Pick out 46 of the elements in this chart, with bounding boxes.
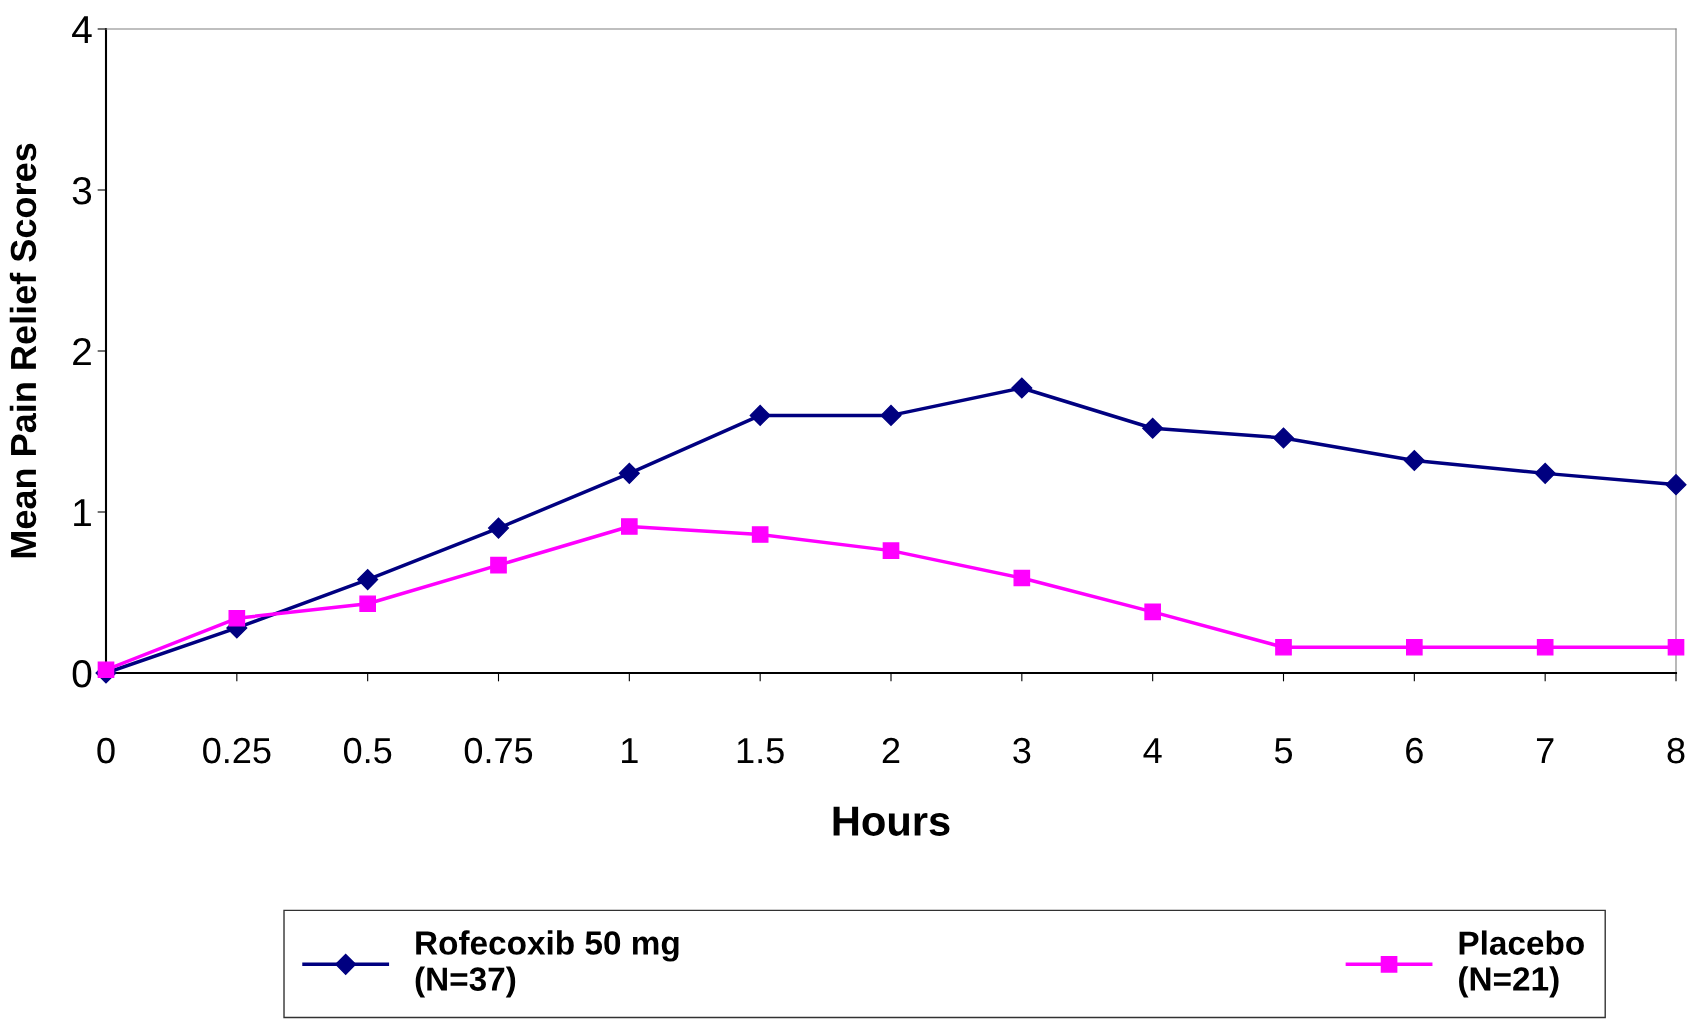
x-tick-label: 1.5	[737, 738, 784, 764]
legend-label: Rofecoxib 50 mg (N=37)	[415, 930, 679, 998]
point	[97, 661, 115, 679]
point	[359, 595, 377, 613]
x-tick-label: 0.75	[464, 737, 533, 764]
x-tick-label: 7	[1536, 738, 1554, 764]
point	[751, 526, 769, 543]
x-tick-label: 5	[1274, 738, 1293, 764]
point	[487, 517, 510, 539]
x-tick-label: 0.5	[343, 737, 392, 764]
point	[1665, 474, 1687, 496]
point	[620, 518, 638, 535]
point	[357, 569, 379, 591]
x-tick-label: 6	[1406, 737, 1423, 764]
point	[1667, 638, 1685, 656]
point	[1534, 462, 1556, 484]
x-tick-label: 1	[622, 738, 638, 764]
point	[1142, 417, 1164, 439]
y-tick-label: 4	[72, 16, 92, 44]
point	[1013, 569, 1031, 587]
point	[1011, 377, 1033, 399]
point	[1405, 638, 1423, 656]
x-tick-label: 4	[1143, 738, 1162, 764]
point	[1272, 427, 1295, 449]
y-axis-title: Mean Pain Relief Scores	[9, 143, 37, 558]
point	[490, 556, 507, 574]
y-tick-label: 2	[73, 337, 91, 366]
y-tick-label: 0	[72, 659, 92, 688]
point	[618, 462, 640, 484]
x-tick-label: 0	[97, 737, 115, 764]
point	[228, 609, 246, 627]
point	[749, 404, 771, 426]
x-tick-label: 3	[1013, 737, 1031, 764]
point	[1144, 603, 1162, 621]
point	[1536, 638, 1554, 656]
point	[1403, 449, 1425, 471]
legend-label: Placebo (N=21)	[1459, 930, 1584, 998]
y-tick-label: 3	[72, 176, 92, 205]
x-axis-title: Hours	[833, 806, 950, 836]
point	[1275, 638, 1292, 656]
x-tick-label: 2	[882, 737, 900, 764]
point	[880, 404, 902, 426]
x-tick-label: 0.25	[203, 737, 271, 764]
y-tick-label: 1	[74, 499, 91, 527]
point	[882, 542, 900, 559]
x-tick-label: 8	[1667, 737, 1685, 764]
